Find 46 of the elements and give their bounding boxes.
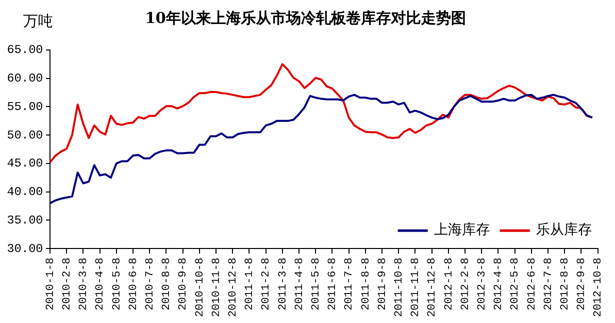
x-tick-label: 2012-9-8 (576, 258, 588, 310)
x-tick-label: 2010-7-8 (144, 258, 157, 310)
x-tick-label: 2011-1-8 (244, 258, 256, 310)
x-tick-label: 2010-3-8 (78, 258, 90, 310)
y-tick-label: 60.00 (6, 72, 44, 86)
x-tick-label: 2011-5-8 (310, 258, 323, 310)
x-tick-label: 2010-11-8 (210, 258, 223, 318)
x-tick-label: 2012-2-8 (460, 258, 472, 310)
y-tick-label: 55.00 (6, 100, 44, 114)
x-tick-label: 2010-1-8 (44, 258, 57, 310)
x-tick-label: 2012-4-8 (493, 258, 506, 310)
x-tick-label: 2011-3-8 (277, 258, 290, 310)
x-tick-label: 2010-2-8 (62, 258, 74, 310)
x-tick-label: 2012-10-8 (592, 258, 605, 318)
x-tick-label: 2011-2-8 (260, 258, 273, 310)
x-tick-label: 2012-1-8 (443, 258, 456, 310)
x-tick-label: 2012-7-8 (542, 258, 555, 310)
x-tick-label: 2012-6-8 (526, 258, 538, 310)
x-tick-label: 2010-12-8 (228, 258, 240, 318)
y-axis-title: 万吨 (23, 12, 53, 30)
x-tick-label: 2012-5-8 (510, 258, 522, 310)
x-tick-label: 2011-11-8 (410, 258, 422, 318)
x-tick-label: 2010-4-8 (94, 258, 107, 310)
y-tick-label: 30.00 (6, 242, 44, 256)
x-tick-label: 2011-12-8 (426, 258, 439, 318)
x-tick-label: 2011-8-8 (360, 258, 372, 310)
x-tick-label: 2010-10-8 (194, 258, 206, 318)
y-tick-label: 45.00 (6, 156, 44, 171)
legend-label: 乐从库存 (536, 222, 592, 238)
x-tick-label: 2010-5-8 (111, 258, 124, 310)
y-tick-label: 40.00 (6, 185, 44, 200)
y-tick-label: 65.00 (6, 43, 44, 58)
x-tick-label: 2010-8-8 (161, 258, 174, 310)
x-tick-label: 2010-9-8 (178, 258, 190, 310)
x-tick-label: 2012-3-8 (476, 258, 489, 310)
y-tick-label: 50.00 (6, 128, 44, 142)
legend-label: 上海库存 (434, 222, 490, 238)
x-tick-label: 2012-8-8 (560, 258, 572, 310)
x-tick-label: 2011-10-8 (394, 258, 406, 318)
x-tick-label: 2011-7-8 (344, 258, 356, 310)
x-tick-label: 2011-6-8 (327, 258, 340, 310)
x-tick-label: 2011-9-8 (376, 258, 389, 310)
x-tick-label: 2010-6-8 (128, 258, 140, 310)
chart-title: 10年以来上海乐从市场冷轧板卷库存对比走势图 (145, 8, 466, 27)
x-tick-label: 2011-4-8 (294, 258, 306, 310)
y-tick-label: 35.00 (6, 213, 44, 228)
